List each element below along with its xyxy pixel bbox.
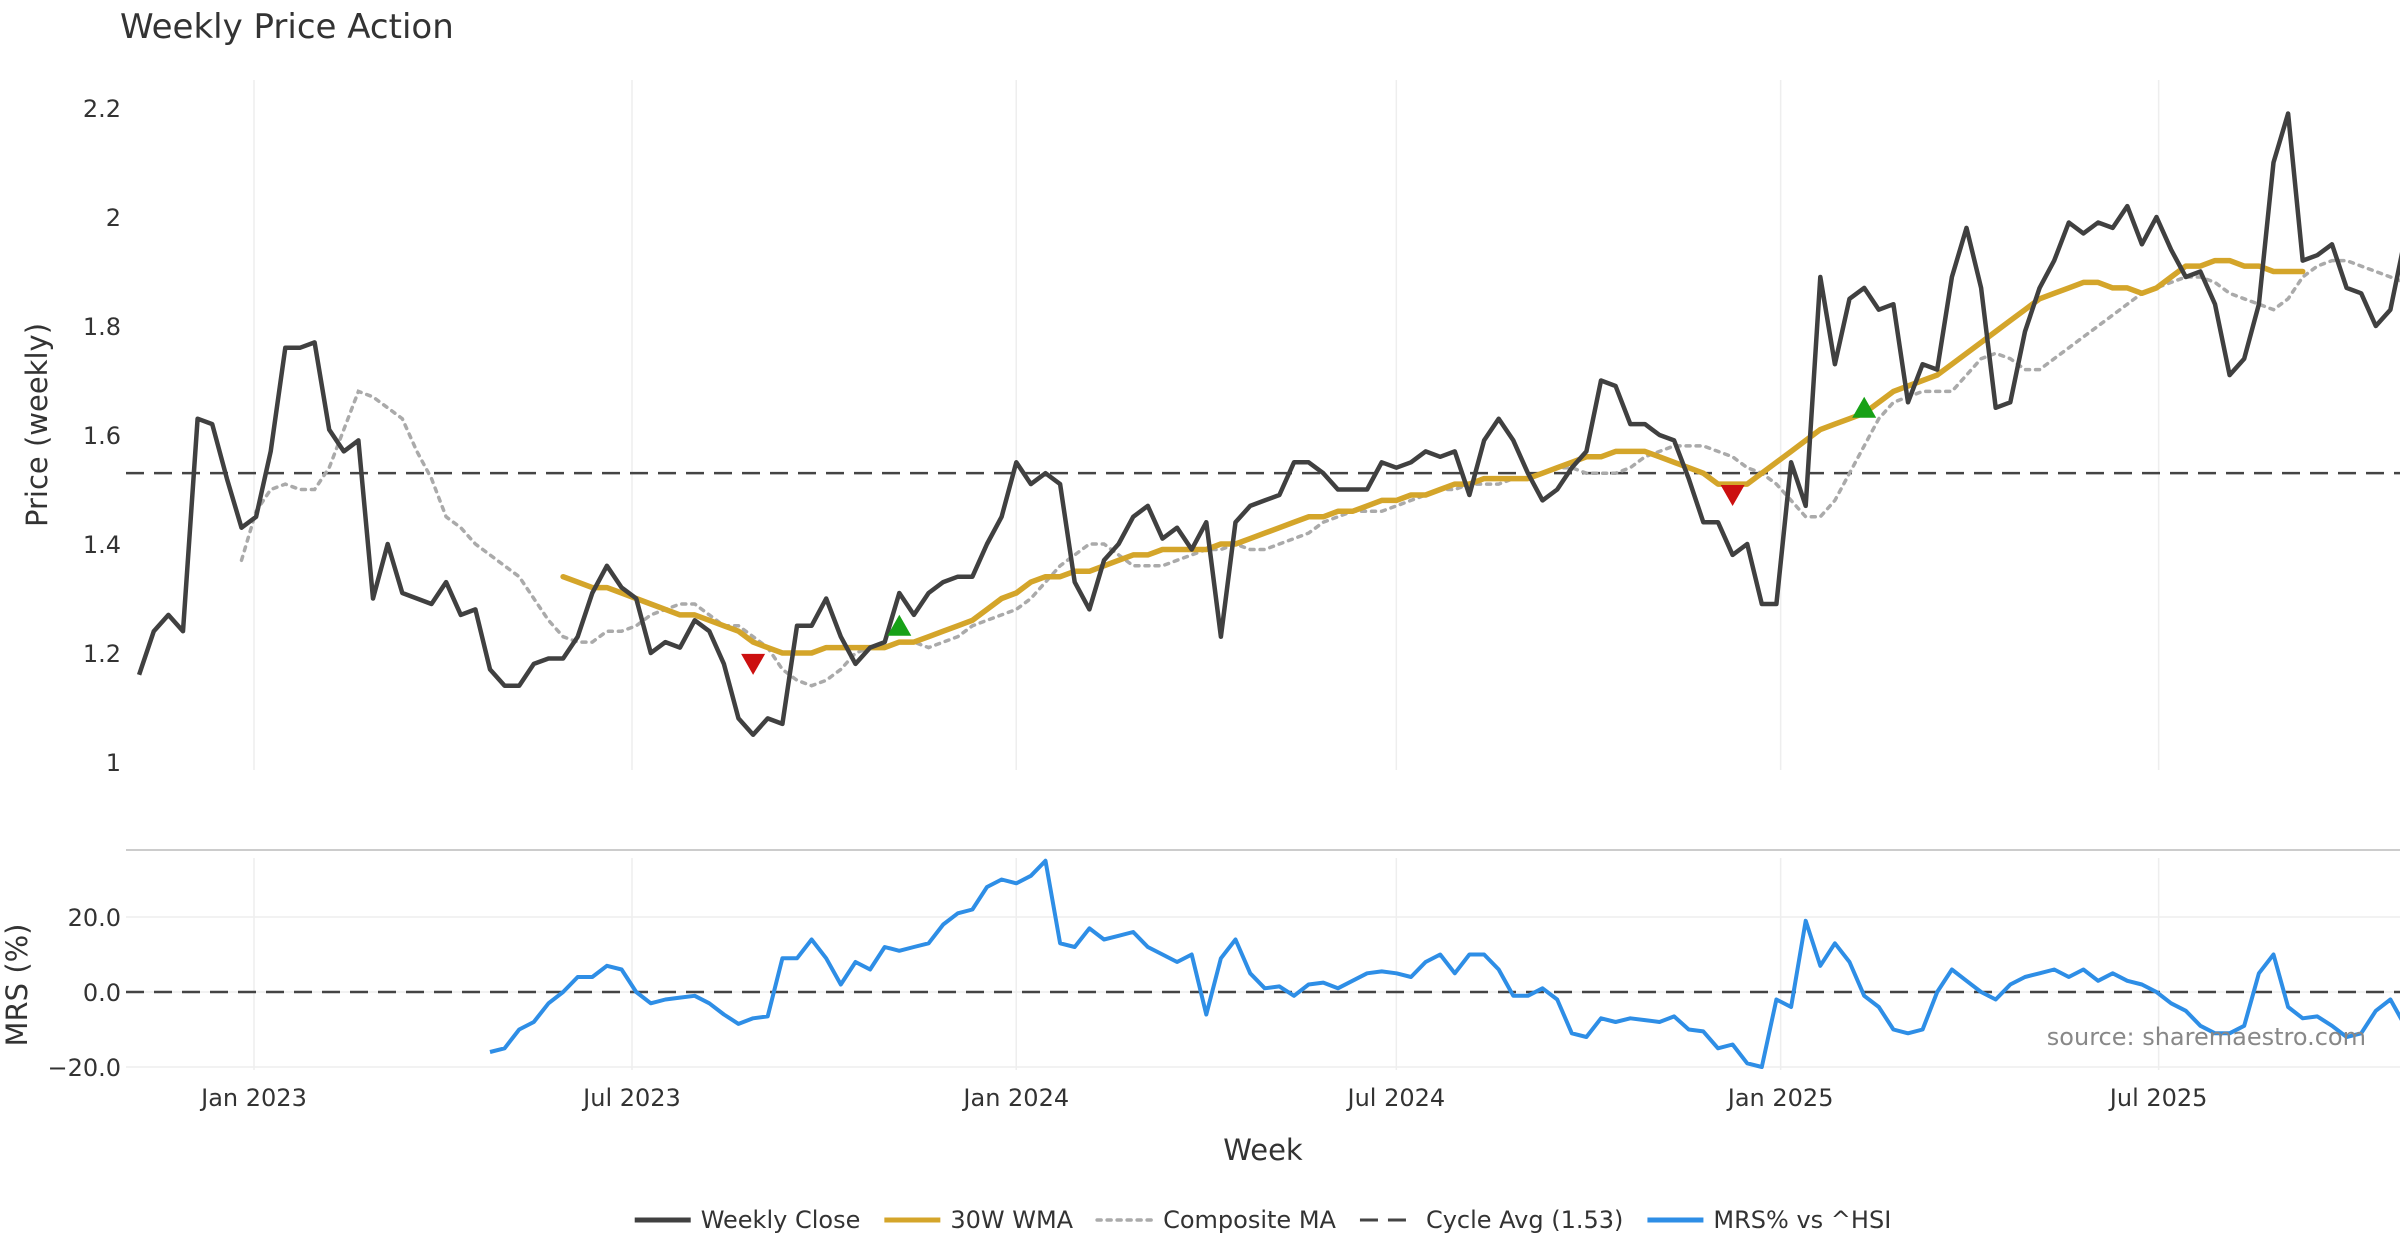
series-composite <box>239 258 2400 688</box>
buy-signal-marker <box>1852 396 1877 418</box>
source-note: source: sharemaestro.com <box>2047 1023 2366 1051</box>
sell-signal-marker <box>741 653 766 675</box>
series-mrs <box>489 858 2400 1069</box>
mrs-y-tick-label: −20.0 <box>47 1054 121 1082</box>
x-axis-label: Week <box>1223 1133 1303 1167</box>
x-tick-label: Jan 2023 <box>199 1084 307 1112</box>
legend-item-composite: Composite MA <box>1095 1206 1337 1234</box>
price-y-tick-label: 1.2 <box>83 640 121 668</box>
mrs-y-tick-label: 0.0 <box>83 979 121 1007</box>
legend-label-cycle: Cycle Avg (1.53) <box>1426 1206 1623 1234</box>
series-line-wma <box>560 257 2306 656</box>
buy-signal-marker <box>887 614 912 636</box>
mrs-y-axis-label: MRS (%) <box>0 924 34 1047</box>
price-y-tick-label: 2.2 <box>83 95 121 123</box>
x-tick-label: Jan 2024 <box>961 1084 1069 1112</box>
x-tick-label: Jul 2024 <box>1346 1084 1446 1112</box>
x-tick-label: Jan 2025 <box>1726 1084 1834 1112</box>
x-tick-label: Jul 2023 <box>581 1084 681 1112</box>
series-line-close <box>136 111 2400 738</box>
legend-label-close: Weekly Close <box>701 1206 861 1234</box>
price-series <box>126 111 2400 738</box>
price-y-ticks: 1 1.2 1.4 1.6 1.8 2 2.2 <box>83 95 121 777</box>
legend-item-wma: 30W WMA <box>884 1206 1074 1234</box>
mrs-y-tick-label: 20.0 <box>68 904 121 932</box>
x-tick-label: Jul 2025 <box>2108 1084 2208 1112</box>
series-wma <box>560 257 2306 656</box>
price-y-tick-label: 1.8 <box>83 313 121 341</box>
mrs-series <box>126 858 2400 1069</box>
mrs-y-ticks: −20.0 0.0 20.0 <box>47 904 121 1082</box>
legend-item-cycle: Cycle Avg (1.53) <box>1359 1206 1623 1234</box>
legend-label-wma: 30W WMA <box>950 1206 1073 1234</box>
sell-signal-marker <box>1720 485 1745 506</box>
series-close <box>136 111 2400 738</box>
legend-label-mrs: MRS% vs ^HSI <box>1713 1206 1891 1234</box>
price-lines <box>136 111 2400 738</box>
price-y-tick-label: 1.6 <box>83 422 121 450</box>
price-y-tick-label: 1.4 <box>83 531 121 559</box>
price-y-tick-label: 1 <box>106 749 121 777</box>
series-line-mrs <box>489 858 2400 1069</box>
legend-item-close: Weekly Close <box>634 1206 861 1234</box>
legend-item-mrs: MRS% vs ^HSI <box>1647 1206 1891 1234</box>
legend-label-composite: Composite MA <box>1163 1206 1336 1234</box>
series-line-composite <box>239 258 2400 688</box>
chart-title: Weekly Price Action <box>120 7 454 47</box>
price-y-tick-label: 2 <box>106 204 121 232</box>
legend: Weekly Close 30W WMA Composite MA Cycle Avg… <box>634 1206 1891 1234</box>
x-ticks: Jan 2023 Jul 2023 Jan 2024 Jul 2024 Jan 2025… <box>199 1084 2207 1112</box>
price-y-axis-label: Price (weekly) <box>20 323 54 527</box>
price-grid <box>253 80 2160 770</box>
signal-markers <box>741 396 1877 675</box>
